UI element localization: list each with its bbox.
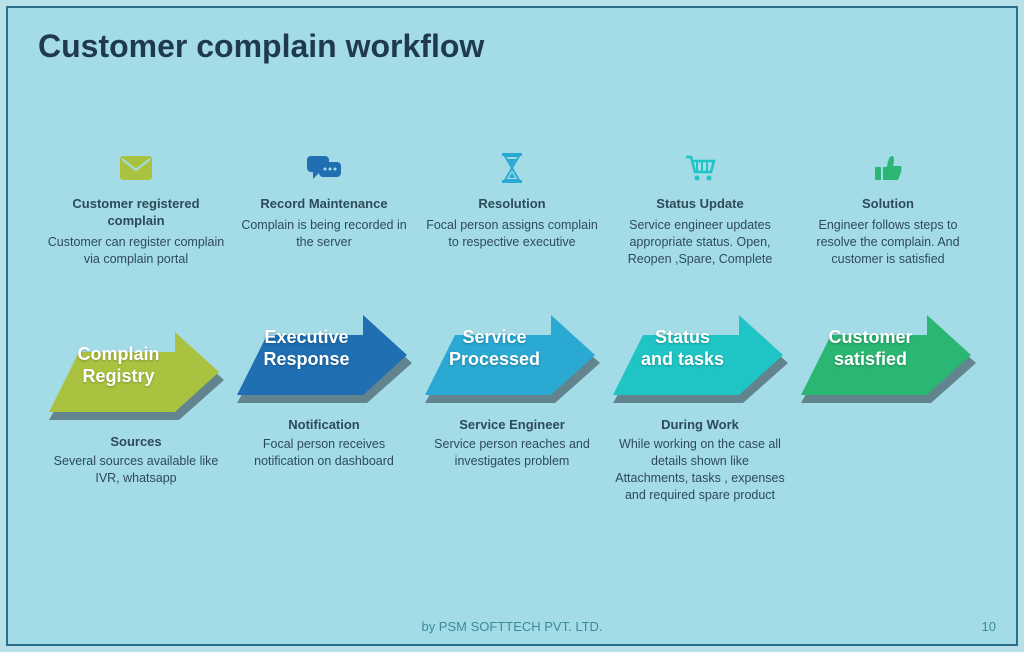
step-2-bot-title: Notification [288, 417, 360, 432]
step-2-arrow: Executive Response [237, 299, 412, 399]
step-2-arrow-label: Executive Response [237, 299, 377, 399]
footer-credit: by PSM SOFTTECH PVT. LTD. [8, 619, 1016, 634]
step-5-top-title: Solution [862, 196, 914, 213]
step-2: Record Maintenance Complain is being rec… [234, 148, 414, 503]
step-4-bot-title: During Work [661, 417, 739, 432]
step-3-top-desc: Focal person assigns complain to respect… [422, 217, 602, 287]
step-4-top-desc: Service engineer updates appropriate sta… [610, 217, 790, 287]
chat-icon [307, 148, 341, 188]
step-1-top-desc: Customer can register complain via compl… [46, 234, 226, 304]
step-3-arrow-label: Service Processed [425, 299, 565, 399]
step-1-top-title: Customer registered complain [46, 196, 226, 230]
step-5-top-desc: Engineer follows steps to resolve the co… [798, 217, 978, 287]
step-4-arrow: Status and tasks [613, 299, 788, 399]
step-1-arrow: Complain Registry [49, 316, 224, 416]
step-3: Resolution Focal person assigns complain… [422, 148, 602, 503]
slide-frame: Customer complain workflow Customer regi… [6, 6, 1018, 646]
step-4-arrow-label: Status and tasks [613, 299, 753, 399]
step-5: Solution Engineer follows steps to resol… [798, 148, 978, 503]
workflow-columns: Customer registered complain Customer ca… [8, 148, 1016, 503]
step-4-bot-desc: While working on the case all details sh… [610, 436, 790, 504]
step-4-top-title: Status Update [656, 196, 743, 213]
step-1: Customer registered complain Customer ca… [46, 148, 226, 503]
step-3-arrow: Service Processed [425, 299, 600, 399]
step-2-top-desc: Complain is being recorded in the server [234, 217, 414, 287]
step-4: Status Update Service engineer updates a… [610, 148, 790, 503]
step-3-bot-title: Service Engineer [459, 417, 565, 432]
page-number: 10 [982, 619, 996, 634]
cart-icon [684, 148, 716, 188]
hourglass-icon [500, 148, 524, 188]
step-3-bot-desc: Service person reaches and investigates … [422, 436, 602, 470]
step-5-arrow-label: Customer satisfied [801, 299, 941, 399]
step-1-bot-title: Sources [110, 434, 161, 449]
step-2-bot-desc: Focal person receives notification on da… [234, 436, 414, 470]
step-1-bot-desc: Several sources available like IVR, what… [46, 453, 226, 487]
envelope-icon [120, 148, 152, 188]
step-3-top-title: Resolution [478, 196, 545, 213]
step-5-arrow: Customer satisfied [801, 299, 976, 399]
thumb-icon [873, 148, 903, 188]
step-1-arrow-label: Complain Registry [49, 316, 189, 416]
slide-title: Customer complain workflow [38, 28, 484, 65]
step-2-top-title: Record Maintenance [260, 196, 387, 213]
